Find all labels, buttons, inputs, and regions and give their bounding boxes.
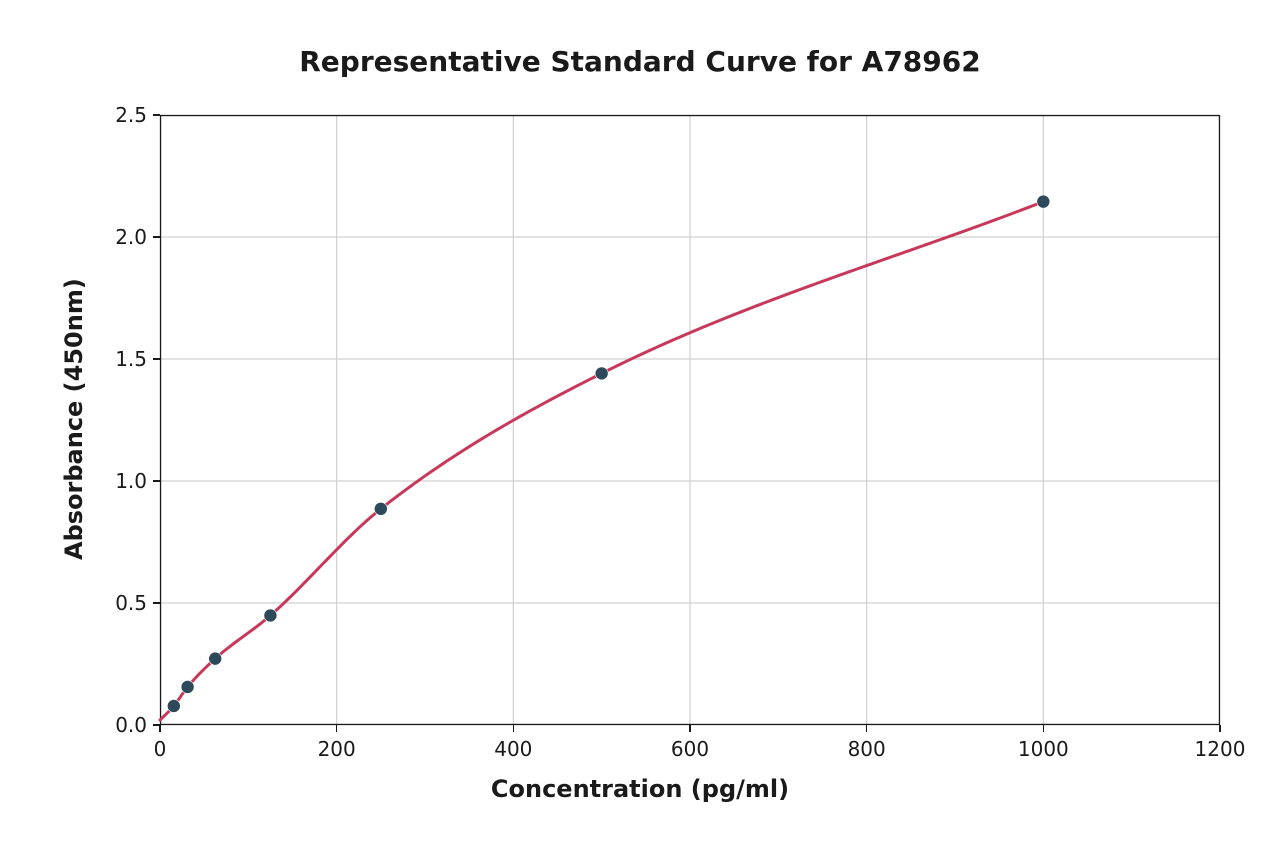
figure-container: Representative Standard Curve for A78962… (0, 0, 1280, 845)
data-point (181, 680, 194, 693)
y-tick-label: 2.5 (105, 103, 147, 127)
x-tick (866, 725, 867, 732)
curve-line (160, 202, 1043, 721)
x-tick (1219, 725, 1220, 732)
x-tick-label: 800 (848, 737, 886, 761)
y-tick (153, 236, 160, 237)
y-tick (153, 480, 160, 481)
y-tick (153, 724, 160, 725)
x-axis-label: Concentration (pg/ml) (0, 775, 1280, 803)
y-tick (153, 358, 160, 359)
data-point (374, 502, 387, 515)
x-tick-label: 600 (671, 737, 709, 761)
x-tick-label: 1200 (1195, 737, 1246, 761)
x-tick-label: 200 (318, 737, 356, 761)
data-point (209, 652, 222, 665)
data-point (167, 699, 180, 712)
y-tick-label: 1.0 (105, 469, 147, 493)
plot-area (160, 115, 1220, 725)
x-tick (689, 725, 690, 732)
x-tick (513, 725, 514, 732)
plot-svg (160, 115, 1220, 725)
y-tick (153, 602, 160, 603)
data-point (595, 367, 608, 380)
y-tick-label: 2.0 (105, 225, 147, 249)
x-tick-label: 0 (154, 737, 167, 761)
y-tick-label: 1.5 (105, 347, 147, 371)
y-tick (153, 114, 160, 115)
y-axis-label: Absorbance (450nm) (60, 278, 88, 560)
x-tick-label: 400 (494, 737, 532, 761)
x-tick (159, 725, 160, 732)
chart-title: Representative Standard Curve for A78962 (0, 45, 1280, 78)
x-tick-label: 1000 (1018, 737, 1069, 761)
data-point (264, 609, 277, 622)
x-tick (336, 725, 337, 732)
y-tick-label: 0.5 (105, 591, 147, 615)
y-tick-label: 0.0 (105, 713, 147, 737)
x-tick (1043, 725, 1044, 732)
data-point (1037, 195, 1050, 208)
